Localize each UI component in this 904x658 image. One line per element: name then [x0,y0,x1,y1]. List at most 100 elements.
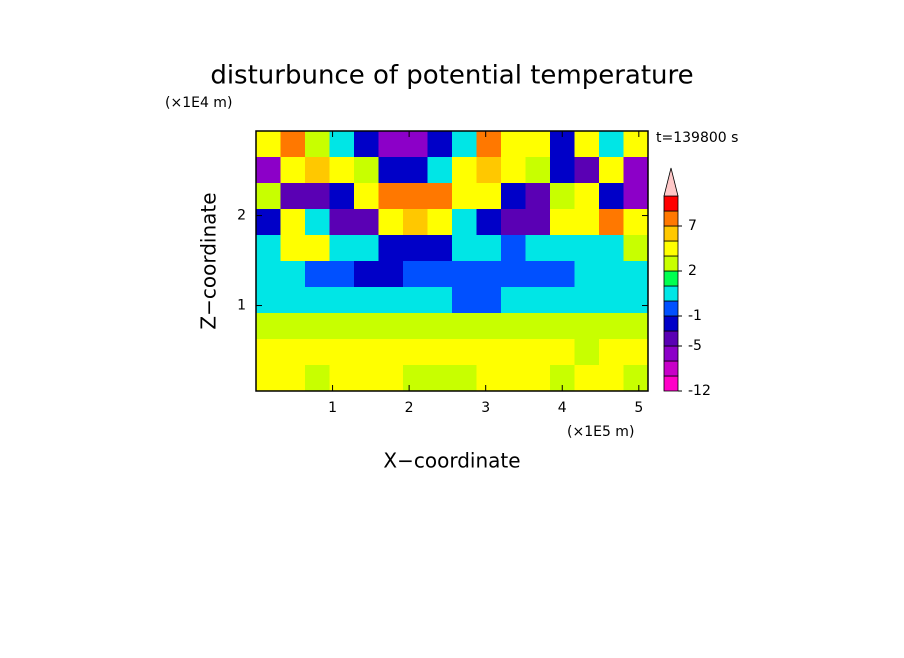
field-cell [378,209,404,236]
field-cell [599,157,624,184]
field-cell [427,313,453,340]
colorbar-box [663,285,679,302]
field-cell [599,313,624,340]
colorbar-tick-label: -1 [688,308,702,324]
field-cell [525,261,551,288]
field-cell [280,365,306,392]
field-cell [256,235,281,262]
colorbar-tick-label: 2 [688,263,697,279]
field-cell [280,209,306,236]
colorbar-box [663,255,679,272]
field-cell [550,261,575,288]
field-cell [623,209,649,236]
field-cell [378,157,404,184]
field-cell [427,183,453,210]
field-cell [574,339,600,366]
field-cell [354,183,379,210]
field-cell [550,313,575,340]
field-cell [427,339,453,366]
field-cell [354,261,379,288]
field-cell [427,365,453,392]
field-cell [280,183,306,210]
field-cell [256,313,281,340]
colorbar-box [663,315,679,332]
field-cell [256,261,281,288]
field-cell [329,235,355,262]
colorbar-box [663,375,679,392]
field-cell [403,365,428,392]
field-cell [574,261,600,288]
field-cell [550,339,575,366]
field-cell [305,339,330,366]
field-cell [476,131,502,158]
field-cell [623,339,649,366]
field-cell [280,287,306,314]
field-cell [476,157,502,184]
field-cell [574,131,600,158]
field-cell [599,261,624,288]
field-cell [427,157,453,184]
field-cell [305,365,330,392]
colorbar-tick-label: -12 [688,383,711,399]
x-unit: (×1E5 m) [567,424,634,440]
field-cell [280,235,306,262]
colorbar-box [663,225,679,242]
field-cell [305,183,330,210]
field-cell [525,209,551,236]
field-cell [378,365,404,392]
field-cell [354,339,379,366]
field-cell [501,157,526,184]
field-cell [623,157,649,184]
colorbar-tick-label: 7 [688,218,697,234]
field-cell [599,365,624,392]
field-cell [305,131,330,158]
x-tick-label: 2 [405,400,414,416]
field-cell [354,209,379,236]
field-cell [403,157,428,184]
field-cell [354,157,379,184]
field-cell [403,287,428,314]
field-cell [501,287,526,314]
field-cell [452,209,477,236]
field-cell [476,183,502,210]
plot-frame [255,130,649,392]
field-cell [525,287,551,314]
field-cell [525,131,551,158]
field-cell [378,339,404,366]
field-cell [623,183,649,210]
field-cell [452,261,477,288]
field-cell [280,131,306,158]
field-cell [476,365,502,392]
field-cell [329,183,355,210]
field-cell [305,235,330,262]
field-cell [550,157,575,184]
field-cell [329,209,355,236]
x-tick-label: 4 [558,400,567,416]
field-cell [476,235,502,262]
field-cell [550,235,575,262]
x-tick-label: 3 [481,400,490,416]
colorbar-box [663,195,679,212]
field-cell [354,131,379,158]
colorbar-box [663,270,679,287]
field-cell [501,339,526,366]
field-cell [599,287,624,314]
field-cell [623,235,649,262]
field-cell [403,131,428,158]
field-cell [427,261,453,288]
field-cell [305,287,330,314]
field-cell [256,365,281,392]
field-cell [329,365,355,392]
field-cell [427,209,453,236]
field-cell [574,365,600,392]
field-cell [550,287,575,314]
colorbar-box [663,210,679,227]
field-cell [427,287,453,314]
field-cell [599,183,624,210]
field-cell [525,313,551,340]
field-cell [329,287,355,314]
field-cell [525,183,551,210]
x-tick-label: 5 [634,400,643,416]
field-cell [501,261,526,288]
